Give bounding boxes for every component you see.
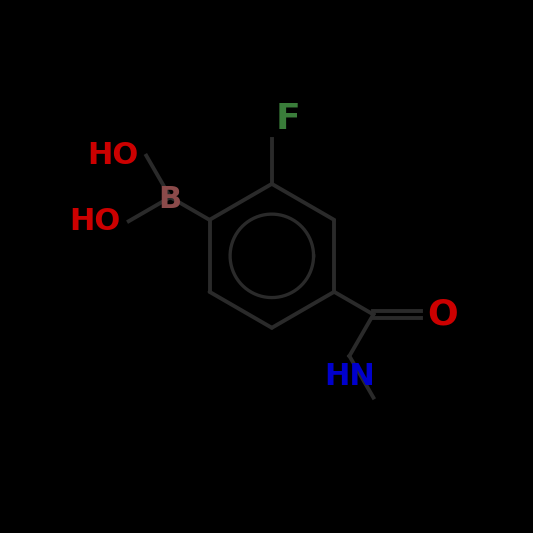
Text: HO: HO — [69, 207, 121, 236]
Text: O: O — [428, 297, 458, 332]
Text: B: B — [159, 185, 182, 214]
Text: F: F — [276, 102, 301, 136]
Text: HN: HN — [324, 362, 375, 391]
Text: HO: HO — [87, 141, 138, 170]
